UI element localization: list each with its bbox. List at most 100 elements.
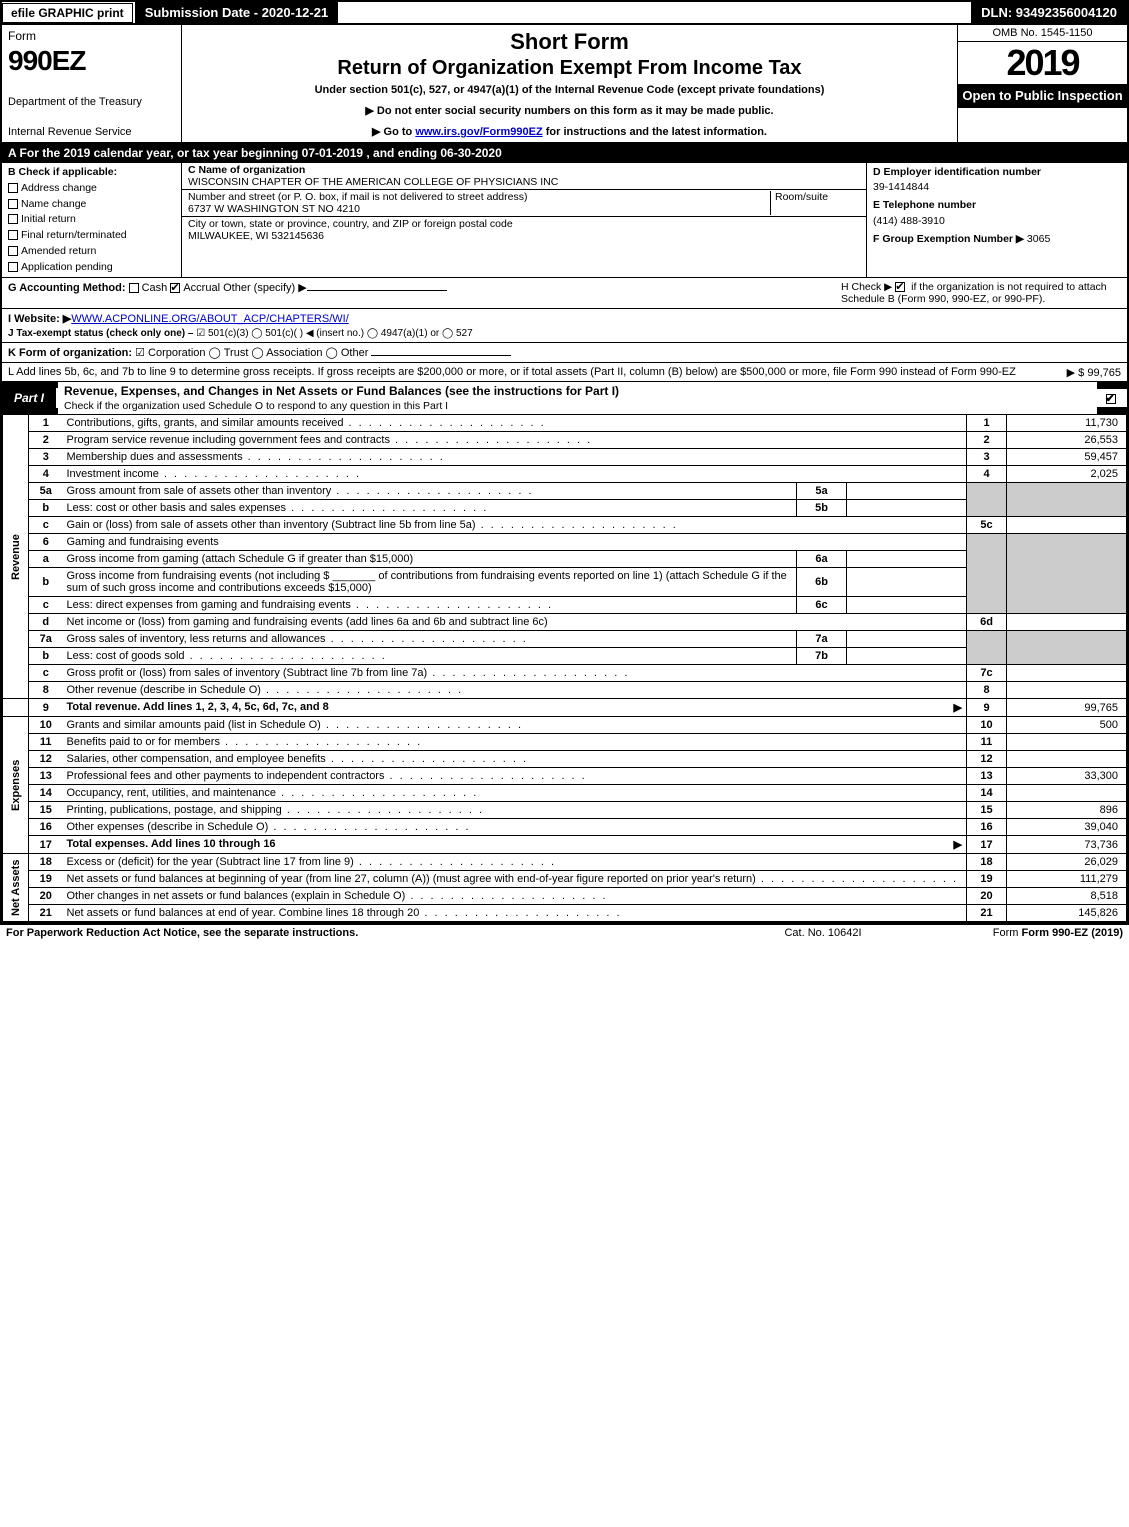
d-ein-label: D Employer identification number bbox=[873, 165, 1121, 180]
j-opts: ☑ 501(c)(3) ◯ 501(c)( ) ◀ (insert no.) ◯… bbox=[196, 328, 472, 339]
ln18-desc: Excess or (deficit) for the year (Subtra… bbox=[63, 854, 967, 871]
f-grp-label: F Group Exemption Number ▶ bbox=[873, 233, 1024, 245]
part1-check-note: Check if the organization used Schedule … bbox=[64, 400, 448, 412]
k-label: K Form of organization: bbox=[8, 347, 132, 359]
chk-cash[interactable] bbox=[129, 283, 139, 293]
ln16-desc: Other expenses (describe in Schedule O) bbox=[63, 819, 967, 836]
g-accrual: Accrual bbox=[183, 282, 220, 294]
k-other-input[interactable] bbox=[371, 355, 511, 356]
chk-accrual[interactable] bbox=[170, 283, 180, 293]
org-address: 6737 W WASHINGTON ST NO 4210 bbox=[188, 203, 360, 215]
chk-address-change[interactable] bbox=[8, 183, 18, 193]
l-amount: ▶ $ 99,765 bbox=[1067, 366, 1121, 379]
g-label: G Accounting Method: bbox=[8, 282, 126, 294]
ln17-amt: 73,736 bbox=[1007, 836, 1127, 854]
c-name-label: C Name of organization bbox=[188, 164, 860, 176]
ln6a-sn: 6a bbox=[797, 551, 847, 568]
ln6d-desc: Net income or (loss) from gaming and fun… bbox=[63, 614, 967, 631]
ln8-col: 8 bbox=[967, 682, 1007, 699]
ln6d-col: 6d bbox=[967, 614, 1007, 631]
part1-table: Revenue 1Contributions, gifts, grants, a… bbox=[2, 414, 1127, 922]
ln4-desc: Investment income bbox=[63, 466, 967, 483]
dept-treasury: Department of the Treasury bbox=[8, 96, 175, 108]
part1-header: Part I Revenue, Expenses, and Changes in… bbox=[2, 382, 1127, 414]
ln7a-desc: Gross sales of inventory, less returns a… bbox=[63, 631, 797, 648]
ln1-num: 1 bbox=[29, 415, 63, 432]
ln7a-sn: 7a bbox=[797, 631, 847, 648]
ln19-desc: Net assets or fund balances at beginning… bbox=[63, 871, 967, 888]
ln7c-col: 7c bbox=[967, 665, 1007, 682]
c-city-label: City or town, state or province, country… bbox=[188, 218, 513, 230]
g-other: Other (specify) ▶ bbox=[223, 282, 307, 294]
ln6b-sv bbox=[847, 568, 967, 597]
ln4-amt: 2,025 bbox=[1007, 466, 1127, 483]
ln1-amt: 11,730 bbox=[1007, 415, 1127, 432]
chk-initial[interactable] bbox=[8, 214, 18, 224]
side-revenue: Revenue bbox=[3, 415, 29, 699]
c-addr-label: Number and street (or P. O. box, if mail… bbox=[188, 191, 527, 203]
ln7a-sv bbox=[847, 631, 967, 648]
g-other-input[interactable] bbox=[307, 290, 447, 291]
opt-final: Final return/terminated bbox=[21, 229, 127, 241]
opt-name: Name change bbox=[21, 198, 86, 210]
ln19-amt: 111,279 bbox=[1007, 871, 1127, 888]
e-tel-label: E Telephone number bbox=[873, 198, 1121, 213]
ln2-amt: 26,553 bbox=[1007, 432, 1127, 449]
ln7c-amt bbox=[1007, 665, 1127, 682]
room-suite-label: Room/suite bbox=[770, 191, 860, 215]
row-g-h: G Accounting Method: Cash Accrual Other … bbox=[2, 278, 1127, 309]
ln6a-sv bbox=[847, 551, 967, 568]
chk-h[interactable] bbox=[895, 282, 905, 292]
irs-link[interactable]: www.irs.gov/Form990EZ bbox=[415, 126, 542, 138]
chk-pending[interactable] bbox=[8, 262, 18, 272]
part1-title: Revenue, Expenses, and Changes in Net As… bbox=[64, 384, 619, 398]
form-number: 990EZ bbox=[8, 45, 175, 77]
ln6c-desc: Less: direct expenses from gaming and fu… bbox=[63, 597, 797, 614]
ln8-desc: Other revenue (describe in Schedule O) bbox=[63, 682, 967, 699]
dln: DLN: 93492356004120 bbox=[971, 2, 1127, 23]
form-label: Form bbox=[8, 29, 175, 43]
website-link[interactable]: WWW.ACPONLINE.ORG/ABOUT_ACP/CHAPTERS/WI/ bbox=[71, 313, 348, 325]
chk-amended[interactable] bbox=[8, 246, 18, 256]
ln1-desc: Contributions, gifts, grants, and simila… bbox=[63, 415, 967, 432]
ln5a-sv bbox=[847, 483, 967, 500]
section-def: D Employer identification number 39-1414… bbox=[867, 163, 1127, 277]
ln7c-desc: Gross profit or (loss) from sales of inv… bbox=[63, 665, 967, 682]
row-i-j: I Website: ▶WWW.ACPONLINE.ORG/ABOUT_ACP/… bbox=[2, 309, 1127, 343]
opt-amended: Amended return bbox=[21, 245, 96, 257]
irs: Internal Revenue Service bbox=[8, 126, 175, 138]
k-opts: ☑ Corporation ◯ Trust ◯ Association ◯ Ot… bbox=[135, 347, 368, 359]
ln5a-desc: Gross amount from sale of assets other t… bbox=[63, 483, 797, 500]
org-name: WISCONSIN CHAPTER OF THE AMERICAN COLLEG… bbox=[188, 176, 860, 188]
chk-name-change[interactable] bbox=[8, 199, 18, 209]
ln3-desc: Membership dues and assessments bbox=[63, 449, 967, 466]
ln7b-desc: Less: cost of goods sold bbox=[63, 648, 797, 665]
ln6a-desc: Gross income from gaming (attach Schedul… bbox=[63, 551, 797, 568]
ln9-desc: Total revenue. Add lines 1, 2, 3, 4, 5c,… bbox=[63, 699, 967, 717]
ln21-col: 21 bbox=[967, 905, 1007, 922]
ln12-col: 12 bbox=[967, 751, 1007, 768]
open-inspection: Open to Public Inspection bbox=[958, 84, 1127, 108]
ln14-desc: Occupancy, rent, utilities, and maintena… bbox=[63, 785, 967, 802]
ln5b-sv bbox=[847, 500, 967, 517]
ln6c-sv bbox=[847, 597, 967, 614]
ln6b-desc: Gross income from fundraising events (no… bbox=[63, 568, 797, 597]
opt-pending: Application pending bbox=[21, 261, 113, 273]
row-k: K Form of organization: ☑ Corporation ◯ … bbox=[2, 343, 1127, 363]
ln5b-desc: Less: cost or other basis and sales expe… bbox=[63, 500, 797, 517]
footer-right: Form Form 990-EZ (2019) bbox=[923, 927, 1123, 939]
efile-print-button[interactable]: efile GRAPHIC print bbox=[2, 3, 133, 23]
b-title: B Check if applicable: bbox=[8, 165, 175, 181]
chk-part1-scho[interactable] bbox=[1106, 394, 1116, 404]
page-footer: For Paperwork Reduction Act Notice, see … bbox=[0, 924, 1129, 941]
j-label: J Tax-exempt status (check only one) – bbox=[8, 328, 193, 339]
form-container: efile GRAPHIC print Submission Date - 20… bbox=[0, 0, 1129, 924]
ln13-desc: Professional fees and other payments to … bbox=[63, 768, 967, 785]
ln8-amt bbox=[1007, 682, 1127, 699]
title-short-form: Short Form bbox=[190, 29, 949, 55]
telephone: (414) 488-3910 bbox=[873, 214, 1121, 229]
chk-final[interactable] bbox=[8, 230, 18, 240]
ln2-desc: Program service revenue including govern… bbox=[63, 432, 967, 449]
topbar: efile GRAPHIC print Submission Date - 20… bbox=[2, 2, 1127, 25]
ln15-col: 15 bbox=[967, 802, 1007, 819]
